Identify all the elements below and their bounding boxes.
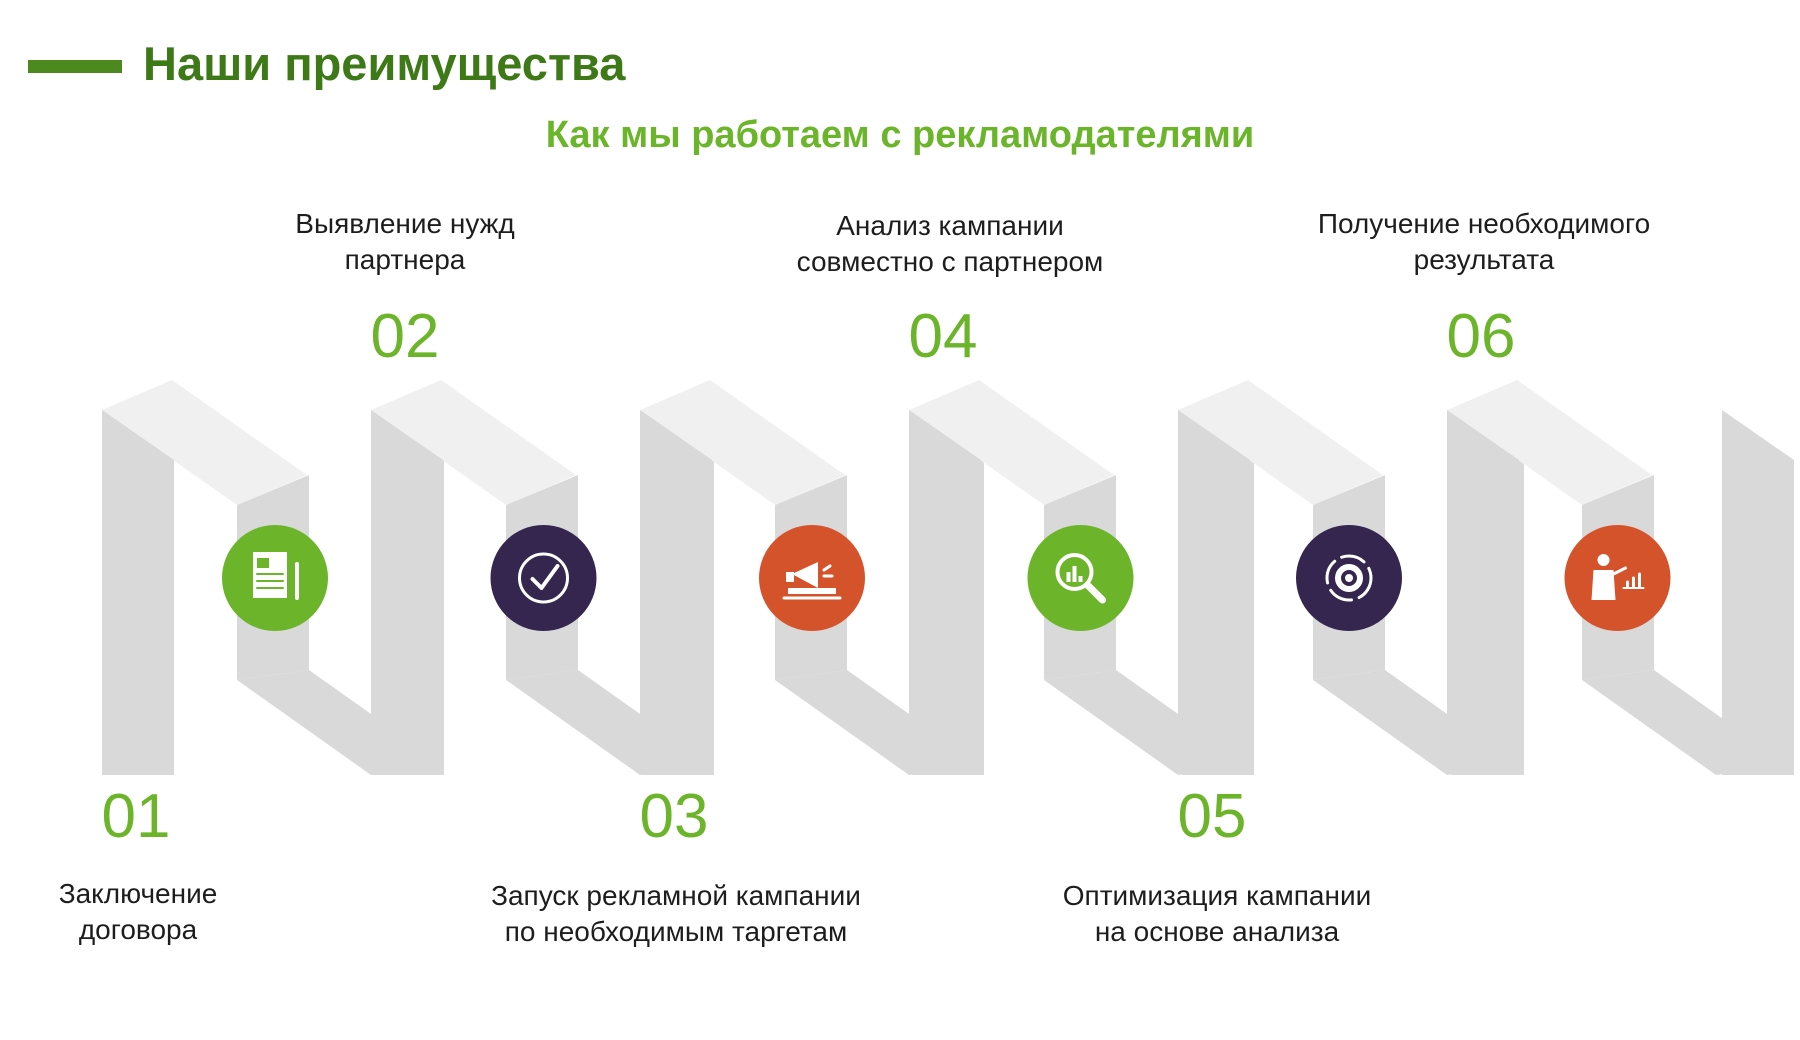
- step-label-line: Запуск рекламной кампании: [491, 880, 861, 911]
- page-subtitle: Как мы работаем с рекламодателями: [545, 114, 1255, 156]
- ribbon-left-pillar: [1178, 410, 1250, 775]
- ribbon-left-pillar: [640, 410, 712, 775]
- step-icon-glyph: [518, 552, 569, 604]
- ribbon-top-face: [371, 380, 576, 505]
- step-label-02: Выявление нужд партнера: [185, 206, 625, 278]
- step-number-05: 05: [1177, 782, 1247, 851]
- step-label-line: Заключение: [58, 878, 218, 909]
- step-label-03: Запуск рекламной кампании по необходимым…: [456, 878, 896, 950]
- page-title: Наши преимущества: [143, 37, 626, 90]
- ribbon-left-pillar: [371, 410, 443, 775]
- step-label-line: Оптимизация кампании: [1062, 880, 1372, 911]
- step-label-line: Анализ кампании: [836, 210, 1064, 241]
- ribbon-left-pillar: [909, 410, 981, 775]
- step-icon-glyph: [1591, 554, 1645, 600]
- step-number-01: 01: [101, 782, 171, 851]
- step-icon-glyph: [253, 552, 299, 600]
- step-label-06: Получение необходимого результата: [1264, 206, 1704, 278]
- gear-cycle-icon: [1296, 525, 1402, 631]
- step-label-line: Получение необходимого: [1317, 208, 1651, 239]
- step-label-line: договора: [78, 914, 198, 945]
- ribbon-top-face: [102, 380, 307, 505]
- step-icon-glyph: [1325, 554, 1373, 602]
- zigzag-ribbon: [102, 380, 1794, 775]
- title-accent-bar: [28, 60, 122, 73]
- step-label-line: по необходимым таргетам: [504, 916, 848, 947]
- ribbon-pillar: [1722, 410, 1794, 775]
- step-number-03: 03: [639, 782, 709, 851]
- presenter-chart-icon: [1564, 525, 1671, 631]
- step-label-line: совместно с партнером: [796, 246, 1104, 277]
- checkmark-icon: [490, 525, 597, 631]
- ribbon-top-face: [1178, 380, 1383, 505]
- step-icons: [222, 525, 1671, 631]
- step-label-line: на основе анализа: [1094, 916, 1340, 947]
- step-number-02: 02: [370, 302, 440, 371]
- ribbon-left-pillar: [1447, 410, 1519, 775]
- step-label-04: Анализ кампании совместно с партнером: [730, 208, 1170, 280]
- megaphone-laptop-icon: [759, 525, 865, 631]
- step-label-line: Выявление нужд: [295, 208, 515, 239]
- ribbon-top-face: [909, 380, 1114, 505]
- ribbon-bottom-face: [1582, 670, 1788, 775]
- ribbon-top-face: [1447, 380, 1652, 505]
- step-label-01: Заключение договора: [0, 876, 358, 948]
- step-number-06: 06: [1446, 302, 1516, 371]
- step-icon-circle: [1564, 525, 1671, 631]
- ribbon-top-face: [640, 380, 845, 505]
- ribbon-left-pillar: [102, 410, 174, 775]
- step-icon-glyph: [782, 562, 842, 600]
- step-number-04: 04: [908, 302, 978, 371]
- magnifier-chart-icon: [1027, 525, 1134, 631]
- step-icon-glyph: [1055, 553, 1106, 604]
- document-icon: [222, 525, 328, 631]
- step-label-05: Оптимизация кампании на основе анализа: [997, 878, 1437, 950]
- step-label-line: результата: [1413, 244, 1555, 275]
- step-icon-circle: [490, 525, 597, 631]
- step-label-line: партнера: [344, 244, 466, 275]
